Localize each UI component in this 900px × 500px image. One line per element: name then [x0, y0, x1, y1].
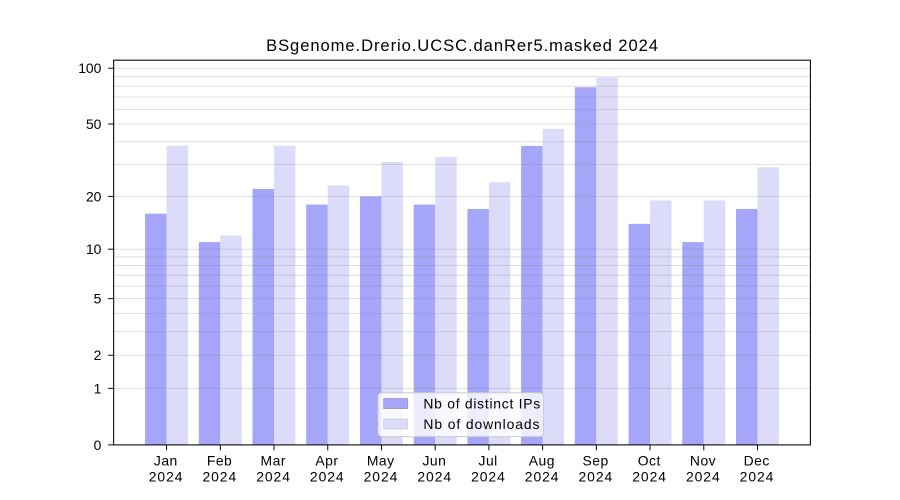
svg-text:Sep: Sep — [582, 452, 608, 468]
svg-text:2024: 2024 — [686, 469, 721, 485]
svg-text:10: 10 — [86, 241, 102, 257]
svg-text:100: 100 — [78, 60, 101, 76]
svg-text:Jun: Jun — [422, 452, 446, 468]
svg-text:2024: 2024 — [256, 469, 291, 485]
svg-text:0: 0 — [94, 437, 102, 453]
svg-text:Mar: Mar — [261, 452, 286, 468]
svg-text:Nb of distinct IPs: Nb of distinct IPs — [423, 396, 541, 412]
svg-text:50: 50 — [86, 116, 102, 132]
svg-text:Nb of downloads: Nb of downloads — [423, 416, 540, 432]
svg-text:Apr: Apr — [315, 452, 338, 468]
svg-text:2024: 2024 — [202, 469, 237, 485]
svg-text:1: 1 — [94, 380, 102, 396]
svg-text:Dec: Dec — [744, 452, 770, 468]
svg-text:Feb: Feb — [207, 452, 232, 468]
svg-text:2024: 2024 — [417, 469, 452, 485]
svg-text:2024: 2024 — [632, 469, 667, 485]
svg-text:May: May — [367, 452, 395, 468]
svg-text:5: 5 — [94, 291, 102, 307]
svg-text:Aug: Aug — [529, 452, 555, 468]
svg-text:Jul: Jul — [479, 452, 498, 468]
svg-text:BSgenome.Drerio.UCSC.danRer5.m: BSgenome.Drerio.UCSC.danRer5.masked 2024 — [266, 36, 659, 55]
svg-text:2: 2 — [94, 347, 102, 363]
svg-text:2024: 2024 — [579, 469, 614, 485]
svg-text:Oct: Oct — [638, 452, 661, 468]
svg-text:Nov: Nov — [690, 452, 716, 468]
svg-text:2024: 2024 — [471, 469, 506, 485]
svg-text:2024: 2024 — [525, 469, 560, 485]
svg-text:2024: 2024 — [149, 469, 184, 485]
svg-text:20: 20 — [86, 188, 102, 204]
svg-text:2024: 2024 — [310, 469, 345, 485]
svg-text:2024: 2024 — [364, 469, 399, 485]
svg-text:Jan: Jan — [154, 452, 178, 468]
svg-text:2024: 2024 — [740, 469, 775, 485]
